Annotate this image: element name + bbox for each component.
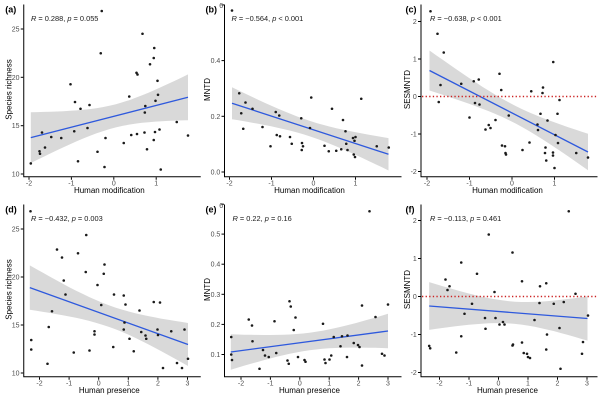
svg-text:R = −0.564, p < 0.001: R = −0.564, p < 0.001 [232,14,304,23]
svg-text:Human presence: Human presence [477,386,538,395]
svg-text:1: 1 [526,380,530,387]
svg-text:Species richness: Species richness [5,259,14,319]
svg-text:1: 1 [413,256,417,263]
svg-text:R = 0.288, p = 0.055: R = 0.288, p = 0.055 [31,14,98,23]
svg-text:2: 2 [357,380,361,387]
svg-text:MNTD: MNTD [203,78,212,101]
svg-text:25: 25 [12,227,20,234]
svg-text:0.2: 0.2 [211,114,221,121]
svg-text:(b): (b) [206,5,218,15]
svg-text:-1: -1 [66,380,72,387]
svg-text:10: 10 [12,371,20,378]
svg-text:-1: -1 [411,332,417,339]
svg-text:15: 15 [12,323,20,330]
svg-text:10: 10 [12,172,20,179]
svg-text:0: 0 [97,380,101,387]
svg-text:Species richness: Species richness [5,59,14,119]
svg-text:20: 20 [12,275,20,282]
svg-text:1: 1 [413,57,417,64]
svg-text:0.3: 0.3 [211,292,221,299]
svg-text:-1: -1 [267,380,273,387]
svg-text:3: 3 [186,380,190,387]
svg-text:R = −0.113, p = 0.461: R = −0.113, p = 0.461 [430,214,501,223]
svg-text:-1: -1 [411,132,417,139]
svg-text:Human modification: Human modification [274,186,345,195]
svg-text:-2: -2 [26,180,32,187]
svg-text:0.0: 0.0 [211,170,221,177]
svg-text:1: 1 [126,380,130,387]
svg-text:-2: -2 [436,380,442,387]
svg-text:(e): (e) [206,205,217,215]
svg-text:SESMNTD: SESMNTD [403,70,412,109]
svg-text:2: 2 [413,19,417,26]
svg-text:0.1: 0.1 [211,352,221,359]
svg-text:1: 1 [553,180,557,187]
svg-text:1: 1 [354,180,358,187]
svg-text:20: 20 [12,75,20,82]
svg-text:2: 2 [556,380,560,387]
svg-text:0: 0 [510,180,514,187]
svg-text:Human modification: Human modification [472,186,543,195]
svg-text:R = −0.432, p = 0.003: R = −0.432, p = 0.003 [31,214,103,223]
svg-text:R = 0.22, p = 0.16: R = 0.22, p = 0.16 [233,214,292,223]
svg-text:-1: -1 [466,380,472,387]
svg-text:0: 0 [298,380,302,387]
svg-text:-2: -2 [36,380,42,387]
svg-text:6: 6 [219,203,223,210]
svg-text:Human presence: Human presence [79,386,140,395]
svg-text:0.4: 0.4 [211,58,221,65]
svg-text:2: 2 [413,218,417,225]
svg-text:(f): (f) [406,205,415,215]
svg-text:6: 6 [219,3,223,10]
svg-text:(c): (c) [406,5,417,15]
svg-text:-1: -1 [268,180,274,187]
svg-text:0: 0 [413,294,417,301]
svg-text:-1: -1 [466,180,472,187]
svg-text:15: 15 [12,123,20,130]
svg-text:3: 3 [386,380,390,387]
svg-text:-2: -2 [411,370,417,377]
svg-text:(d): (d) [5,205,16,215]
svg-text:2: 2 [156,380,160,387]
svg-text:SESMNTD: SESMNTD [403,270,412,309]
svg-text:-2: -2 [238,380,244,387]
svg-text:-1: -1 [68,180,74,187]
svg-text:R = −0.638, p < 0.001: R = −0.638, p < 0.001 [430,14,502,23]
svg-text:-2: -2 [424,180,430,187]
svg-text:1: 1 [154,180,158,187]
svg-text:Human presence: Human presence [279,386,340,395]
svg-text:-2: -2 [226,180,232,187]
svg-text:0.5: 0.5 [211,232,221,239]
svg-text:(a): (a) [5,5,16,15]
svg-text:3: 3 [585,380,589,387]
svg-text:MNTD: MNTD [203,278,212,301]
svg-text:0.2: 0.2 [211,322,221,329]
svg-text:0: 0 [413,94,417,101]
svg-text:0.4: 0.4 [211,262,221,269]
svg-text:Human modification: Human modification [74,186,145,195]
svg-text:25: 25 [12,27,20,34]
svg-text:-2: -2 [411,169,417,176]
svg-text:1: 1 [327,380,331,387]
svg-text:0: 0 [112,180,116,187]
svg-text:0: 0 [497,380,501,387]
svg-text:0: 0 [312,180,316,187]
